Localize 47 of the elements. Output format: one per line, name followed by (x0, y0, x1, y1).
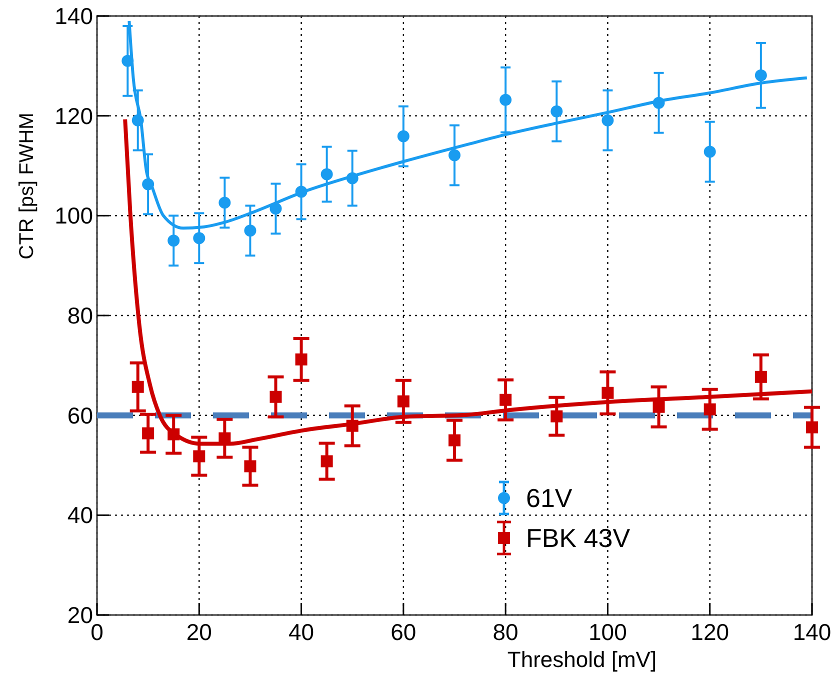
x-axis-title: Threshold [mV] (507, 647, 657, 672)
y-axis-title: CTR [ps] FWHM (16, 112, 38, 260)
point (218, 196, 231, 209)
x-tick-label: 20 (186, 619, 212, 645)
y-tick-label: 80 (67, 302, 93, 328)
point (132, 380, 144, 393)
point (193, 232, 206, 244)
point (602, 114, 614, 126)
point (320, 455, 333, 468)
point (704, 146, 716, 158)
point (500, 394, 512, 406)
y-tick-label: 40 (67, 502, 93, 528)
y-tick-label: 60 (67, 402, 93, 428)
point (397, 395, 410, 408)
point (448, 149, 460, 162)
point (550, 410, 563, 422)
x-tick-label: 40 (288, 619, 314, 645)
point (602, 386, 614, 399)
x-tick-label: 80 (492, 619, 518, 645)
y-tick-label: 100 (54, 202, 93, 229)
point (754, 370, 767, 383)
point (806, 421, 818, 434)
y-tick-label: 140 (54, 3, 93, 29)
point (754, 69, 767, 82)
point (500, 94, 512, 106)
x-tick-label: 60 (390, 619, 416, 645)
legend-label: 61V (526, 483, 573, 513)
point (397, 130, 410, 142)
point (244, 460, 256, 472)
y-tick-label: 20 (67, 602, 93, 628)
point (448, 434, 460, 446)
point (320, 168, 333, 180)
point (270, 390, 282, 403)
point (652, 400, 665, 413)
legend-label: FBK 43V (526, 523, 631, 553)
point (142, 427, 154, 440)
point (704, 403, 716, 416)
x-tick-label: 140 (792, 619, 832, 645)
x-tick-label: 0 (90, 619, 104, 645)
x-tick-label: 100 (588, 619, 627, 645)
point (168, 234, 180, 247)
x-tick-label: 120 (690, 619, 730, 645)
y-tick-label: 120 (54, 102, 93, 129)
point (295, 353, 308, 366)
point (193, 450, 206, 462)
point (550, 105, 563, 118)
point (244, 224, 256, 237)
